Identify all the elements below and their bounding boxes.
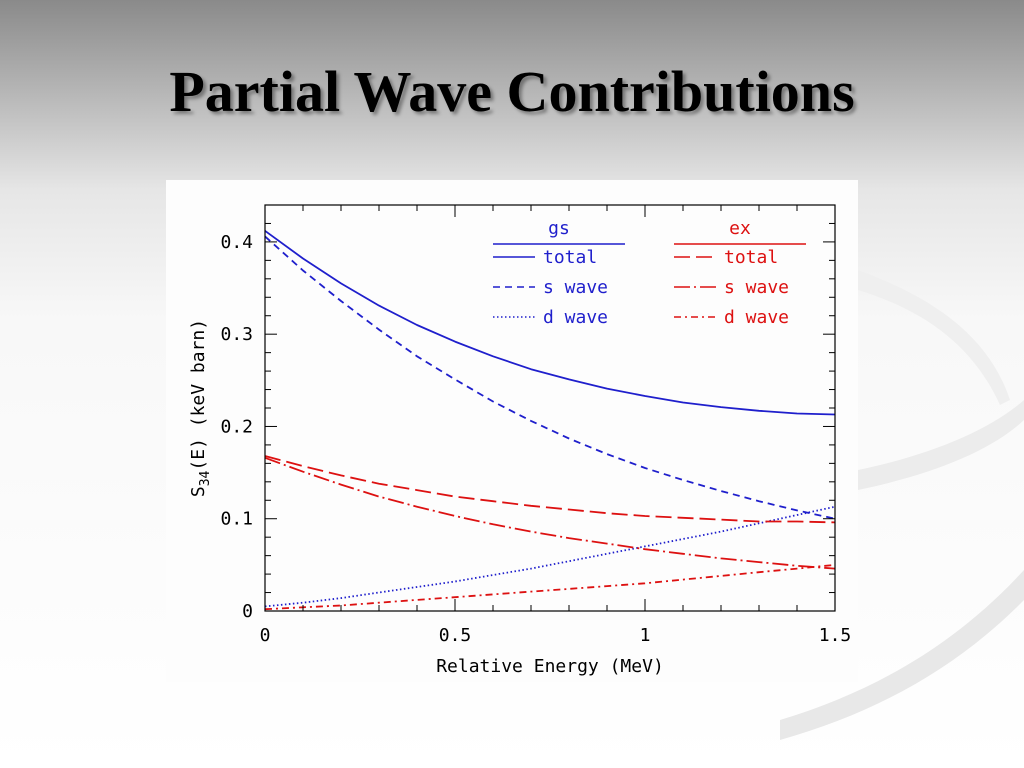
legend-header-ex: ex bbox=[729, 218, 751, 239]
legend-label-gs-s-wave: s wave bbox=[543, 277, 608, 298]
legend-label-ex-s-wave: s wave bbox=[724, 277, 789, 298]
x-tick-label: 1.5 bbox=[819, 625, 852, 646]
x-axis-label: Relative Energy (MeV) bbox=[436, 656, 664, 677]
legend-label-gs-total: total bbox=[543, 247, 597, 268]
y-axis-label-rest: (E) (keV barn) bbox=[188, 319, 209, 471]
series-layer bbox=[264, 230, 836, 611]
series-ex-total-line bbox=[264, 455, 836, 524]
x-tick-label: 0.5 bbox=[439, 625, 472, 646]
ticks-layer: 0 0.5 1 1.5 0 0.1 0.2 0.3 0.4 bbox=[220, 205, 851, 646]
y-tick-label: 0.2 bbox=[220, 416, 253, 437]
legend-label-ex-total: total bbox=[724, 247, 778, 268]
y-tick-label: 0.1 bbox=[220, 509, 253, 530]
x-tick-label: 1 bbox=[640, 625, 651, 646]
y-tick-label: 0.4 bbox=[220, 232, 253, 253]
series-gs-d-wave-line bbox=[264, 505, 836, 608]
legend-label-gs-d-wave: d wave bbox=[543, 307, 608, 328]
y-axis-label: S34(E) (keV barn) bbox=[188, 319, 213, 497]
x-tick-label: 0 bbox=[260, 625, 271, 646]
s34-line-chart: 0 0.5 1 1.5 0 0.1 0.2 0.3 0.4 gs total s wave d wav… bbox=[188, 204, 851, 677]
series-ex-s-wave-line bbox=[264, 456, 836, 570]
legend-label-ex-d-wave: d wave bbox=[724, 307, 789, 328]
legend: gs total s wave d wave ex total s wave d wave bbox=[493, 218, 806, 328]
legend-header-gs: gs bbox=[548, 218, 570, 239]
chart-panel: 0 0.5 1 1.5 0 0.1 0.2 0.3 0.4 gs total s wave d wav… bbox=[166, 180, 858, 682]
slide-title: Partial Wave Contributions bbox=[169, 59, 855, 124]
series-ex-d-wave-line bbox=[264, 564, 836, 611]
series-gs-total-line bbox=[264, 230, 836, 416]
y-tick-label: 0.3 bbox=[220, 324, 253, 345]
y-axis-label-sub: 34 bbox=[198, 470, 213, 486]
series-gs-s-wave-line bbox=[264, 235, 836, 520]
y-tick-label: 0 bbox=[242, 601, 253, 622]
y-axis-label-main: S bbox=[188, 486, 209, 497]
